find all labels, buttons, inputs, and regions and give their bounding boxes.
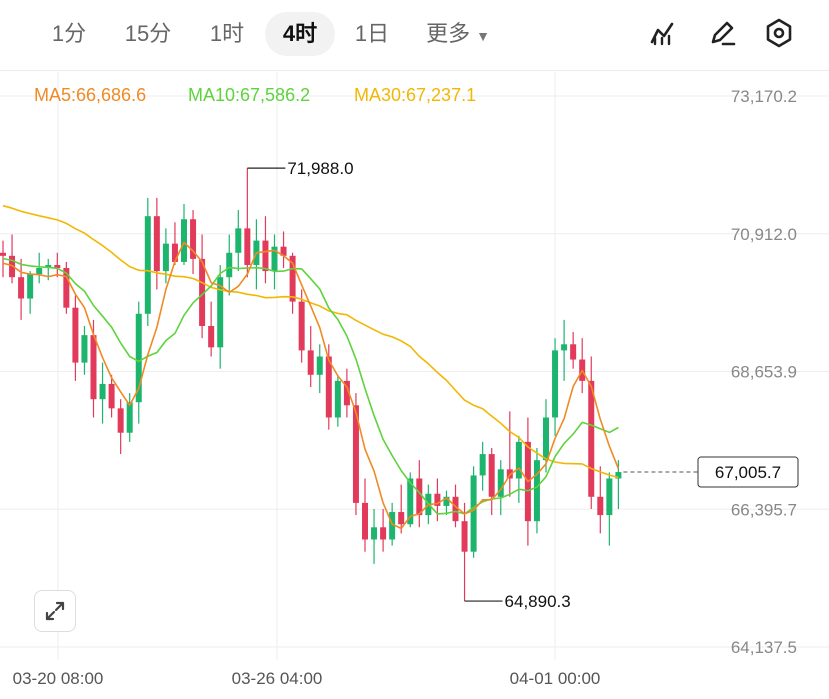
candle-body	[99, 383, 106, 400]
candle-body	[389, 512, 396, 540]
current-price-box	[697, 456, 799, 488]
candle-body	[543, 417, 549, 461]
caret-down-icon: ▼	[476, 28, 490, 44]
candle-body	[325, 356, 332, 418]
candle-body	[470, 475, 477, 552]
candle-body	[27, 274, 34, 299]
candle-body	[54, 264, 61, 269]
candle-body	[289, 255, 296, 302]
candle-body	[362, 502, 368, 540]
candle-body	[398, 512, 405, 525]
candle-body	[144, 216, 151, 314]
y-axis-tick-label: 70,912.0	[731, 225, 797, 244]
candle-body	[497, 469, 504, 497]
timeframe-toolbar: 1分 15分 1时 4时 1日 更多 ▼	[0, 0, 829, 68]
ma30-line	[2, 204, 619, 479]
candle-body	[63, 268, 70, 308]
y-axis-tick-label: 64,137.5	[731, 638, 797, 657]
candle-body	[181, 219, 187, 262]
candle-body	[570, 344, 577, 360]
candle-body	[36, 268, 43, 275]
high-price-label: 71,988.0	[287, 159, 353, 178]
y-axis-tick-label: 73,170.2	[731, 87, 797, 106]
ma10-label: MA10:67,586.2	[188, 85, 311, 105]
x-axis-tick-label: 03-20 08:00	[13, 669, 104, 688]
indicator-icon[interactable]	[646, 16, 680, 50]
candle-body	[72, 307, 79, 363]
candle-body	[488, 454, 495, 497]
candle-body	[153, 216, 160, 272]
candle-body	[18, 277, 25, 299]
current-price-label: 67,005.7	[715, 463, 781, 482]
candle-body	[316, 356, 323, 375]
more-label: 更多	[426, 21, 471, 46]
x-axis-tick-label: 04-01 00:00	[510, 669, 601, 688]
candle-body	[45, 264, 52, 269]
candle-body	[117, 408, 124, 433]
more-dropdown[interactable]: 更多 ▼	[418, 12, 498, 56]
y-axis-tick-label: 68,653.9	[731, 363, 797, 382]
ma5-label: MA5:66,686.6	[34, 85, 147, 105]
candle-body	[515, 441, 522, 479]
candle-body	[307, 350, 314, 375]
candle-body	[561, 344, 568, 351]
candle-body	[352, 405, 359, 503]
candle-body	[126, 402, 133, 433]
candle-body	[443, 496, 450, 506]
candle-body	[298, 301, 305, 351]
tab-1hour[interactable]: 1时	[209, 21, 245, 46]
candle-body	[407, 478, 414, 525]
ma10-line	[2, 257, 619, 515]
low-price-label: 64,890.3	[505, 592, 571, 611]
candle-body	[615, 472, 622, 479]
candle-body	[199, 258, 206, 326]
candle-body	[217, 277, 224, 348]
expand-icon	[45, 601, 65, 621]
candle-body	[434, 493, 441, 506]
candle-body	[371, 527, 378, 540]
candle-body	[533, 460, 540, 522]
tab-15min[interactable]: 15分	[124, 21, 172, 46]
settings-icon[interactable]	[762, 16, 796, 50]
candle-body	[135, 313, 142, 403]
candle-body	[588, 380, 595, 497]
expand-button[interactable]	[34, 590, 76, 632]
candle-body	[280, 246, 287, 256]
y-axis-tick-label: 66,395.7	[731, 500, 797, 519]
tab-1day[interactable]: 1日	[354, 21, 390, 46]
candle-body	[334, 380, 341, 418]
candle-body	[244, 228, 251, 265]
candle-body	[0, 252, 6, 256]
ma5-line	[2, 241, 620, 530]
ma30-label: MA30:67,237.1	[354, 85, 477, 105]
draw-icon[interactable]	[705, 16, 739, 50]
candle-body	[597, 496, 604, 516]
tab-1min[interactable]: 1分	[51, 21, 87, 46]
candle-body	[552, 350, 559, 418]
candle-body	[81, 335, 88, 363]
candle-body	[479, 454, 486, 476]
candle-body	[162, 243, 169, 272]
toolbar-divider	[0, 70, 829, 71]
tab-4hour[interactable]: 4时	[265, 12, 335, 56]
candle-body	[90, 335, 97, 400]
candle-body	[235, 228, 242, 253]
candle-body	[108, 383, 115, 409]
candle-body	[606, 478, 613, 516]
x-axis-tick-label: 03-26 04:00	[232, 669, 323, 688]
candle-body	[416, 478, 423, 516]
candle-body	[452, 496, 459, 522]
candle-body	[208, 325, 215, 348]
candle-body	[461, 521, 468, 552]
candle-body	[343, 380, 350, 406]
candle-body	[171, 243, 178, 262]
candle-body	[271, 246, 278, 272]
candle-body	[262, 240, 269, 272]
candle-body	[190, 219, 197, 259]
candle-body	[226, 252, 233, 278]
candle-body	[380, 527, 387, 540]
